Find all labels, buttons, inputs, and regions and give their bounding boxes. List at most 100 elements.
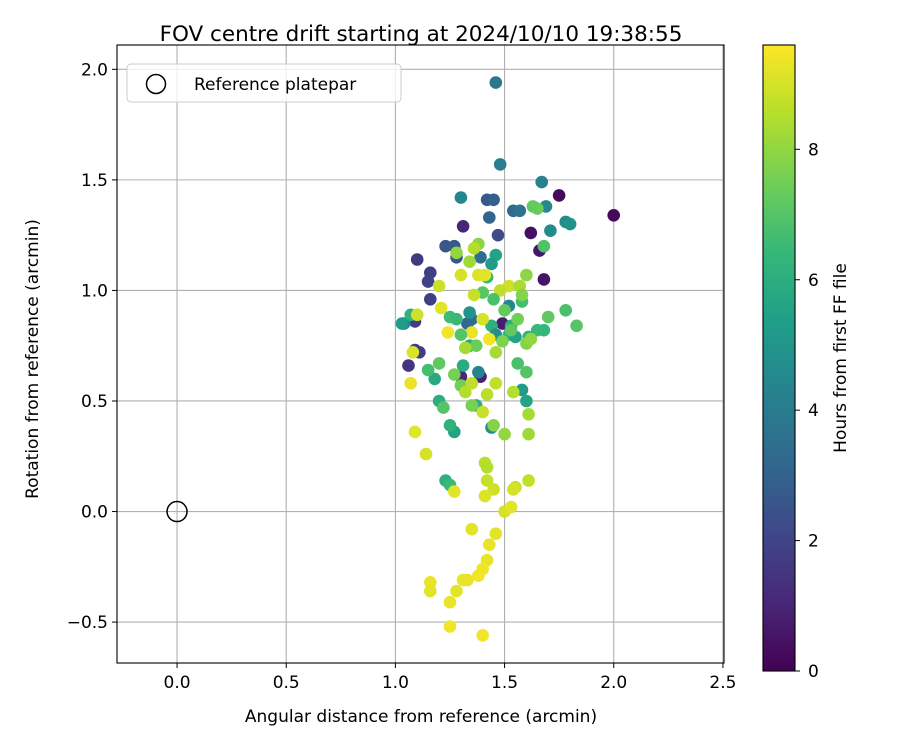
- data-point: [563, 217, 577, 231]
- y-tick-label: 0.5: [81, 392, 108, 412]
- data-point: [483, 332, 496, 346]
- data-point: [522, 474, 535, 487]
- x-tick-label: 0.0: [164, 673, 191, 693]
- data-point: [459, 341, 472, 355]
- data-point: [474, 250, 487, 264]
- data-point: [456, 359, 470, 372]
- chart-title: FOV centre drift starting at 2024/10/10 …: [160, 22, 683, 47]
- data-point: [448, 485, 461, 498]
- data-point: [467, 242, 481, 255]
- data-point: [421, 363, 435, 377]
- data-point: [570, 319, 583, 333]
- data-point: [456, 220, 470, 233]
- data-point: [483, 211, 496, 224]
- data-point: [480, 461, 494, 474]
- data-point: [522, 408, 535, 421]
- data-point: [537, 323, 551, 337]
- data-point: [441, 326, 455, 339]
- data-point: [454, 268, 468, 282]
- colorbar-tick-label: 8: [808, 140, 819, 160]
- y-tick-label: 0.0: [81, 503, 108, 523]
- data-point: [432, 279, 446, 293]
- x-tick-label: 1.0: [382, 673, 409, 693]
- grid-lines: [117, 45, 724, 663]
- reference-marker: [166, 500, 188, 523]
- colorbar-label: Hours from first FF file: [831, 263, 851, 453]
- data-point: [463, 255, 476, 268]
- data-point: [419, 447, 433, 461]
- data-point: [450, 246, 463, 260]
- data-point: [428, 372, 442, 386]
- data-point: [524, 226, 538, 240]
- data-point: [520, 394, 533, 408]
- data-point: [469, 339, 483, 353]
- reference-platepar-marker: [166, 500, 188, 523]
- colorbar: 0 2 4 6 8 Hours from first FF file: [762, 44, 851, 682]
- data-point: [489, 527, 503, 540]
- data-point: [489, 76, 503, 89]
- data-point: [493, 284, 507, 297]
- data-point: [520, 268, 533, 282]
- x-axis-ticks: 0.0 0.5 1.0 1.5 2.0 2.5: [164, 663, 736, 693]
- y-tick-label: 2.0: [81, 60, 108, 80]
- colorbar-ticks: 0 2 4 6 8: [795, 140, 819, 682]
- data-point: [478, 268, 492, 282]
- data-point: [467, 288, 481, 302]
- data-point: [406, 346, 420, 359]
- data-points: [395, 76, 620, 642]
- data-point: [504, 323, 518, 337]
- x-tick-label: 2.5: [709, 673, 736, 693]
- data-point: [526, 200, 540, 213]
- data-point: [395, 317, 409, 330]
- y-tick-label: 1.0: [81, 281, 108, 301]
- data-point: [537, 239, 551, 253]
- data-point: [439, 239, 452, 253]
- data-point: [544, 224, 557, 237]
- data-point: [511, 357, 524, 370]
- colorbar-gradient: [762, 44, 796, 672]
- data-point: [410, 308, 424, 322]
- data-point: [507, 483, 520, 496]
- colorbar-tick-label: 0: [808, 662, 819, 682]
- data-point: [478, 489, 492, 503]
- data-point: [535, 175, 548, 189]
- legend-marker-icon: [145, 73, 167, 95]
- data-point: [456, 573, 470, 587]
- legend-box: [126, 63, 402, 103]
- data-point: [410, 253, 424, 266]
- y-tick-label: 1.5: [81, 171, 108, 191]
- data-point: [465, 522, 479, 536]
- data-point: [520, 365, 533, 379]
- data-point: [448, 368, 461, 381]
- data-point: [443, 595, 457, 609]
- data-point: [537, 273, 551, 286]
- data-point: [498, 304, 511, 317]
- data-point: [485, 257, 498, 271]
- data-point: [476, 629, 490, 642]
- colorbar-tick-label: 4: [808, 401, 819, 421]
- data-point: [524, 332, 538, 346]
- data-point: [487, 483, 500, 496]
- data-point: [498, 427, 511, 441]
- data-point: [522, 427, 535, 441]
- data-point: [493, 158, 507, 171]
- data-point: [476, 312, 490, 326]
- data-point: [480, 388, 494, 401]
- data-point: [496, 335, 509, 348]
- data-point: [450, 312, 463, 326]
- data-point: [504, 500, 518, 514]
- data-point: [541, 310, 555, 324]
- data-point: [437, 401, 450, 414]
- data-point: [476, 405, 490, 419]
- data-point: [513, 204, 527, 218]
- data-point: [463, 306, 476, 319]
- legend: Reference platepar: [126, 63, 402, 103]
- data-point: [434, 301, 448, 315]
- data-point: [559, 304, 572, 317]
- colorbar-tick-label: 6: [808, 271, 819, 291]
- data-point: [424, 584, 437, 598]
- data-point: [450, 584, 463, 598]
- data-point: [489, 377, 503, 390]
- data-point: [454, 191, 468, 204]
